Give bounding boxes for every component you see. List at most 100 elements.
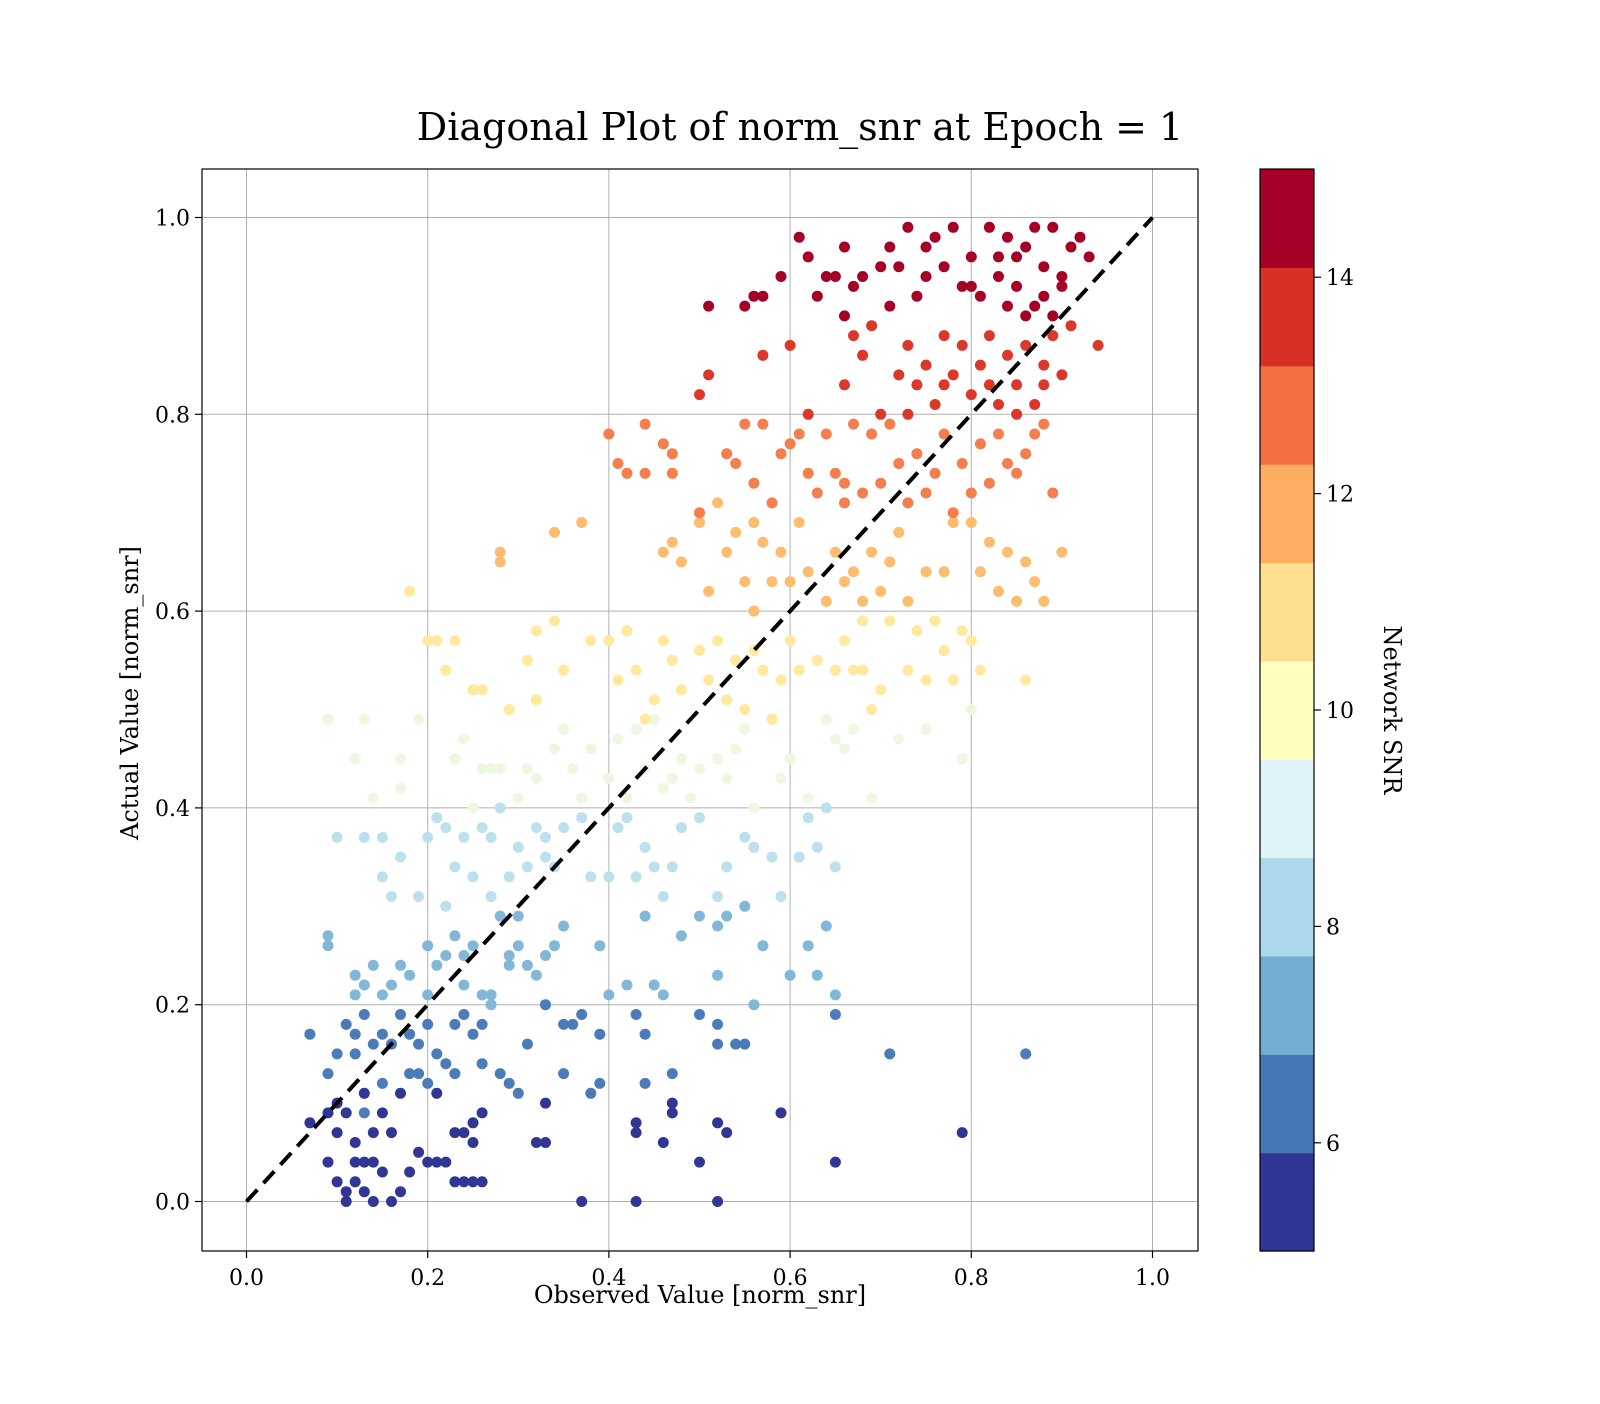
scatter-point bbox=[893, 261, 905, 273]
scatter-point bbox=[540, 1137, 551, 1148]
scatter-point bbox=[1029, 300, 1041, 312]
scatter-point bbox=[331, 1176, 343, 1188]
scatter-point bbox=[1020, 556, 1032, 568]
scatter-point bbox=[440, 1058, 452, 1070]
scatter-point bbox=[748, 517, 760, 528]
scatter-point bbox=[576, 1009, 588, 1020]
scatter-point bbox=[730, 1038, 742, 1050]
scatter-point bbox=[376, 1028, 388, 1040]
scatter-point bbox=[666, 536, 678, 548]
scatter-point bbox=[993, 585, 1004, 597]
scatter-point bbox=[657, 635, 669, 647]
scatter-point bbox=[386, 1127, 397, 1139]
scatter-point bbox=[993, 251, 1004, 263]
scatter-point bbox=[540, 950, 551, 961]
scatter-point bbox=[494, 556, 506, 568]
scatter-point bbox=[639, 467, 651, 479]
scatter-point bbox=[739, 418, 751, 430]
scatter-point bbox=[1011, 595, 1023, 607]
scatter-point bbox=[349, 1028, 361, 1040]
scatter-point bbox=[666, 772, 678, 784]
scatter-point bbox=[331, 1127, 343, 1139]
scatter-point bbox=[603, 772, 615, 784]
scatter-point bbox=[521, 763, 533, 774]
scatter-point bbox=[721, 694, 733, 706]
scatter-point bbox=[784, 635, 796, 647]
scatter-point bbox=[675, 556, 687, 568]
scatter-point bbox=[675, 753, 687, 765]
scatter-point bbox=[413, 891, 425, 902]
scatter-point bbox=[576, 792, 588, 804]
scatter-point bbox=[1047, 221, 1059, 233]
scatter-point bbox=[358, 1009, 370, 1020]
colorbar-tick-label: 6 bbox=[1326, 1132, 1340, 1157]
scatter-points bbox=[304, 221, 1104, 1207]
scatter-point bbox=[666, 467, 678, 479]
scatter-point bbox=[549, 615, 560, 627]
scatter-point bbox=[630, 1117, 642, 1129]
scatter-point bbox=[993, 428, 1004, 440]
scatter-point bbox=[530, 969, 542, 981]
scatter-point bbox=[395, 1009, 406, 1020]
scatter-point bbox=[1029, 576, 1041, 588]
scatter-point bbox=[476, 1107, 488, 1119]
x-tick-label: 0.6 bbox=[773, 1266, 808, 1291]
scatter-point bbox=[630, 1009, 642, 1020]
scatter-point bbox=[494, 763, 506, 774]
scatter-point bbox=[322, 940, 334, 952]
scatter-point bbox=[603, 989, 615, 1001]
scatter-point bbox=[712, 635, 724, 647]
scatter-point bbox=[712, 969, 724, 981]
scatter-point bbox=[947, 674, 959, 686]
scatter-point bbox=[621, 467, 633, 479]
colorbar-segment bbox=[1260, 660, 1314, 760]
scatter-point bbox=[920, 566, 932, 578]
scatter-point bbox=[839, 310, 850, 322]
scatter-point bbox=[784, 969, 796, 981]
scatter-point bbox=[376, 1166, 388, 1178]
scatter-point bbox=[331, 831, 343, 843]
scatter-point bbox=[811, 290, 823, 302]
scatter-point bbox=[694, 507, 705, 519]
scatter-point bbox=[440, 1156, 452, 1168]
scatter-point bbox=[530, 822, 542, 834]
scatter-point bbox=[893, 526, 905, 538]
scatter-point bbox=[322, 930, 334, 942]
scatter-point bbox=[512, 841, 524, 853]
scatter-point bbox=[1011, 379, 1023, 391]
scatter-point bbox=[494, 910, 506, 922]
scatter-point bbox=[540, 999, 551, 1011]
scatter-point bbox=[440, 900, 452, 912]
scatter-point bbox=[956, 339, 968, 351]
scatter-point bbox=[349, 753, 361, 765]
y-axis-label: Actual Value [norm_snr] bbox=[116, 546, 144, 841]
scatter-point bbox=[721, 861, 733, 873]
scatter-point bbox=[721, 1127, 733, 1139]
scatter-point bbox=[983, 477, 995, 489]
scatter-point bbox=[829, 989, 841, 1001]
scatter-point bbox=[657, 438, 669, 450]
scatter-point bbox=[956, 753, 968, 765]
scatter-point bbox=[920, 723, 932, 735]
scatter-point bbox=[694, 910, 705, 922]
scatter-point bbox=[802, 408, 814, 420]
scatter-point bbox=[703, 674, 715, 686]
scatter-point bbox=[839, 497, 850, 509]
scatter-point bbox=[503, 871, 515, 883]
scatter-point bbox=[820, 920, 832, 932]
scatter-point bbox=[322, 1156, 334, 1168]
scatter-point bbox=[395, 1087, 406, 1099]
scatter-point bbox=[476, 763, 488, 774]
scatter-point bbox=[476, 684, 488, 696]
scatter-point bbox=[866, 428, 878, 440]
scatter-point bbox=[748, 802, 760, 814]
scatter-point bbox=[757, 940, 769, 952]
scatter-point bbox=[413, 1146, 425, 1158]
scatter-point bbox=[1056, 271, 1068, 282]
scatter-point bbox=[857, 615, 869, 627]
scatter-point bbox=[929, 615, 941, 627]
scatter-point bbox=[404, 585, 416, 597]
scatter-point bbox=[730, 654, 742, 666]
scatter-point bbox=[603, 635, 615, 647]
